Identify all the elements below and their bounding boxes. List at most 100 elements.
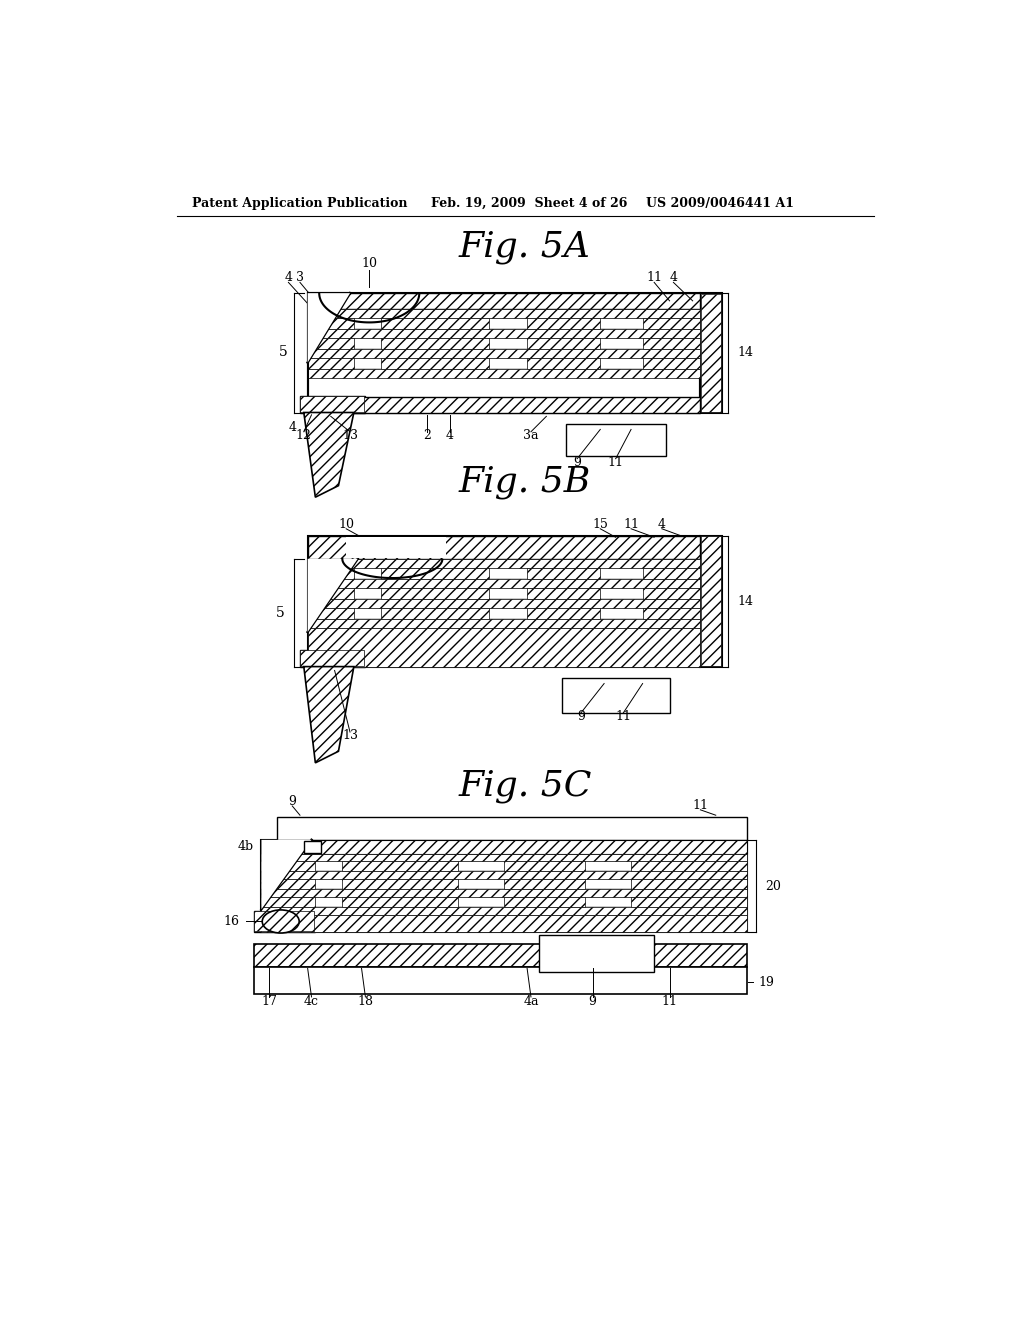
Bar [307,609,354,619]
Bar [307,568,700,579]
Bar [504,879,585,890]
Bar [261,896,315,907]
Bar [631,879,746,890]
Bar [307,368,700,378]
Text: Fig. 5A: Fig. 5A [459,230,591,264]
Bar [307,568,354,579]
Text: 14: 14 [737,346,754,359]
Bar [700,293,722,412]
Bar [300,649,366,667]
Text: Fig. 5C: Fig. 5C [458,770,592,803]
Bar [304,841,321,853]
Bar [381,318,488,329]
Bar [346,537,446,558]
Polygon shape [261,840,311,909]
Bar [504,862,585,871]
Bar [307,609,700,619]
Bar [307,358,354,368]
Bar [261,862,746,871]
Bar [527,318,600,329]
Text: 4: 4 [446,429,454,442]
Bar [631,896,746,907]
Bar [300,651,364,665]
Text: 11: 11 [692,799,709,812]
Text: 16: 16 [224,915,240,928]
Bar [261,854,746,862]
Bar [565,424,666,457]
Bar [381,568,488,579]
Polygon shape [304,667,354,763]
Text: 9: 9 [289,795,296,808]
Bar [261,896,746,907]
Bar [254,944,746,966]
Bar [261,871,746,879]
Bar [643,338,700,348]
Bar [254,911,315,932]
Text: 5: 5 [279,346,288,359]
Bar [307,619,700,628]
Bar [307,599,700,609]
Bar [504,896,585,907]
Bar [700,536,722,667]
Bar [643,358,700,368]
Text: 13: 13 [342,730,358,742]
Bar [261,840,746,854]
Text: Patent Application Publication: Patent Application Publication [193,197,408,210]
Text: 4: 4 [289,421,296,434]
Text: 11: 11 [623,517,639,531]
Text: 11: 11 [662,995,678,1008]
Text: 4: 4 [285,271,293,284]
Bar [307,589,354,599]
Bar [527,589,600,599]
Bar [307,579,700,589]
Bar [307,318,354,329]
Text: 3a: 3a [523,429,539,442]
Text: 15: 15 [592,517,608,531]
Bar [342,862,458,871]
Bar [527,338,600,348]
Text: 9: 9 [578,710,585,723]
Bar [254,966,746,994]
Text: 11: 11 [615,710,632,723]
Text: 11: 11 [607,455,624,469]
Text: 5: 5 [275,606,285,619]
Bar [261,890,746,896]
Text: Fig. 5B: Fig. 5B [459,465,591,499]
Bar [307,628,700,667]
Bar [527,568,600,579]
Bar [307,293,700,412]
Bar [701,536,721,665]
Text: 9: 9 [573,455,581,469]
Text: 2: 2 [423,429,431,442]
Bar [307,338,700,348]
Bar [643,568,700,579]
Bar [307,589,700,599]
Polygon shape [307,558,357,632]
Bar [307,318,700,329]
Text: 4c: 4c [304,995,319,1008]
Bar [539,936,654,973]
Text: 10: 10 [338,517,354,531]
Text: 4a: 4a [523,995,539,1008]
Bar [307,536,700,667]
Bar [381,609,488,619]
Bar [300,396,366,412]
Bar [307,338,354,348]
Text: 9: 9 [589,995,597,1008]
Bar [342,879,458,890]
Bar [381,358,488,368]
Text: 3: 3 [296,271,304,284]
Bar [381,589,488,599]
Bar [381,338,488,348]
Text: 18: 18 [357,995,374,1008]
Bar [307,358,700,368]
Bar [261,879,315,890]
Bar [254,911,313,932]
Bar [342,896,458,907]
Bar [643,609,700,619]
Bar [276,817,746,840]
Text: 20: 20 [765,879,781,892]
Bar [631,862,746,871]
Bar [307,397,700,412]
Text: 11: 11 [646,271,663,284]
